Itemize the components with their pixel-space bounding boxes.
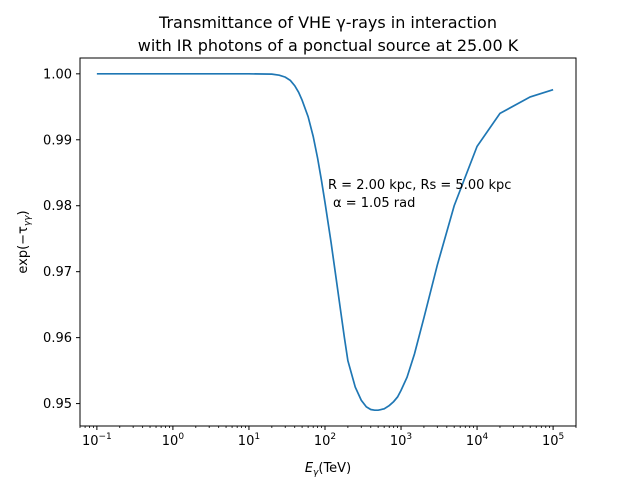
x-axis-label: Eγ(TeV) xyxy=(305,461,351,478)
annotation-line-2: α = 1.05 rad xyxy=(333,196,415,211)
chart-title: Transmittance of VHE γ-rays in interacti… xyxy=(138,13,519,55)
x-tick-exponent: 0 xyxy=(178,432,184,442)
x-tick-label: 102 xyxy=(314,432,336,449)
chart-annotation: R = 2.00 kpc, Rs = 5.00 kpc α = 1.05 rad xyxy=(328,178,511,211)
x-axis-ticks: 10−1 100 101 102 103 104 105 xyxy=(79,426,577,449)
y-axis-label: exp(−τγγ) xyxy=(16,210,33,273)
y-tick-label: 0.99 xyxy=(43,133,72,148)
x-axis-label-main: E xyxy=(305,461,314,476)
x-tick-label: 101 xyxy=(238,432,260,449)
x-tick-exponent: 4 xyxy=(482,432,488,442)
x-tick-base: 10 xyxy=(314,434,331,449)
y-axis-label-pre: exp(−τ xyxy=(16,226,31,274)
x-tick-exponent: 3 xyxy=(406,432,412,442)
x-tick-base: 10 xyxy=(162,434,179,449)
x-tick-label: 10−1 xyxy=(82,432,112,449)
annotation-line-1: R = 2.00 kpc, Rs = 5.00 kpc xyxy=(328,178,511,193)
y-tick-label: 0.97 xyxy=(43,265,72,280)
x-tick-label: 100 xyxy=(162,432,185,449)
y-tick-label: 0.96 xyxy=(43,331,72,346)
y-tick-label: 0.95 xyxy=(43,397,72,412)
x-tick-label: 103 xyxy=(390,432,412,449)
series-line xyxy=(96,72,554,412)
y-tick-label: 1.00 xyxy=(43,67,72,82)
x-axis-label-unit: (TeV) xyxy=(318,461,351,476)
plot-area xyxy=(79,57,577,427)
x-tick-exponent: 5 xyxy=(559,432,565,442)
y-axis-label-post: ) xyxy=(16,210,31,215)
x-axis-label-sub: γ xyxy=(313,468,319,478)
x-tick-exponent: 1 xyxy=(254,432,260,442)
y-axis-ticks: 0.95 0.96 0.97 0.98 0.99 1.00 xyxy=(43,67,80,412)
x-tick-base: 10 xyxy=(238,434,255,449)
chart-title-line-2: with IR photons of a ponctual source at … xyxy=(138,36,519,55)
x-tick-base: 10 xyxy=(82,434,99,449)
chart-title-line-1: Transmittance of VHE γ-rays in interacti… xyxy=(158,13,497,32)
x-tick-base: 10 xyxy=(466,434,483,449)
x-tick-label: 104 xyxy=(466,432,489,449)
y-axis-label-sub: γγ xyxy=(23,215,33,226)
x-tick-base: 10 xyxy=(390,434,407,449)
x-tick-exponent: −1 xyxy=(99,432,112,442)
x-tick-label: 105 xyxy=(542,432,564,449)
x-tick-base: 10 xyxy=(542,434,559,449)
y-tick-label: 0.98 xyxy=(43,199,72,214)
x-tick-exponent: 2 xyxy=(330,432,336,442)
